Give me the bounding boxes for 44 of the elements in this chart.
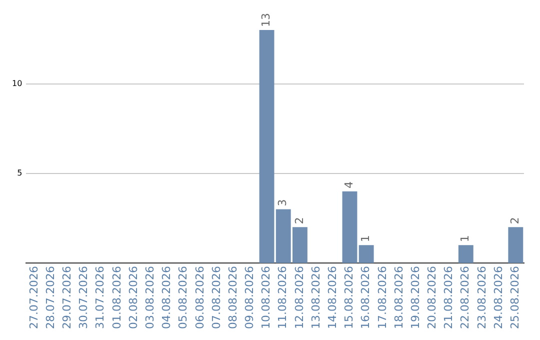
x-tick-label: 04.08.2026 — [160, 266, 174, 330]
bar — [342, 191, 358, 264]
data-label: 2 — [292, 217, 306, 224]
x-tick-label: 14.08.2026 — [326, 266, 340, 330]
x-tick-label: 01.08.2026 — [110, 266, 124, 330]
x-tick-label: 24.08.2026 — [492, 266, 505, 330]
x-tick-label: 29.07.2026 — [60, 266, 74, 330]
x-tick-label: 15.08.2026 — [342, 266, 356, 330]
x-tick-label: 30.07.2026 — [77, 266, 90, 330]
x-tick-label: 06.08.2026 — [193, 266, 206, 330]
data-label: 1 — [359, 235, 372, 242]
x-tick-label: 18.08.2026 — [392, 266, 406, 330]
y-tick-label: 10 — [12, 78, 22, 88]
x-tick-label: 10.08.2026 — [260, 266, 273, 330]
x-tick-label: 09.08.2026 — [243, 266, 256, 330]
data-label: 1 — [458, 235, 472, 242]
x-tick-label: 27.07.2026 — [27, 266, 40, 330]
x-tick-label: 22.08.2026 — [458, 266, 472, 330]
x-tick-label: 03.08.2026 — [143, 266, 156, 330]
x-tick-label: 13.08.2026 — [309, 266, 322, 330]
x-tick-label: 05.08.2026 — [176, 266, 190, 330]
bar — [259, 30, 274, 264]
data-label: 3 — [276, 199, 290, 206]
x-tick-label: 25.08.2026 — [508, 266, 522, 330]
x-tick-label: 16.08.2026 — [359, 266, 372, 330]
x-tick-label: 08.08.2026 — [226, 266, 240, 330]
y-tick-label: 5 — [17, 168, 22, 178]
x-tick-label: 23.08.2026 — [475, 266, 488, 330]
x-tick-label: 07.08.2026 — [210, 266, 223, 330]
bar — [358, 245, 374, 264]
data-label: 4 — [342, 181, 356, 188]
x-tick-label: 31.07.2026 — [94, 266, 107, 330]
x-tick-label: 21.08.2026 — [442, 266, 456, 330]
x-tick-label: 28.07.2026 — [44, 266, 57, 330]
data-label: 2 — [508, 217, 522, 224]
x-tick-label: 17.08.2026 — [376, 266, 389, 330]
x-tick-label: 12.08.2026 — [292, 266, 306, 330]
x-tick-label: 11.08.2026 — [276, 266, 290, 330]
bar — [508, 227, 524, 264]
x-tick-label: 02.08.2026 — [126, 266, 140, 330]
data-label: 13 — [260, 13, 273, 27]
bar — [458, 245, 474, 264]
x-tick-label: 20.08.2026 — [426, 266, 439, 330]
x-tick-label: 19.08.2026 — [408, 266, 422, 330]
